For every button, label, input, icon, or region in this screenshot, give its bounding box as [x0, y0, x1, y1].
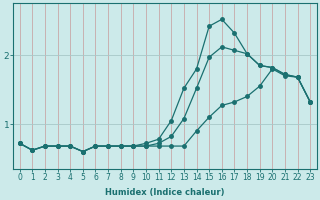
X-axis label: Humidex (Indice chaleur): Humidex (Indice chaleur)	[105, 188, 225, 197]
